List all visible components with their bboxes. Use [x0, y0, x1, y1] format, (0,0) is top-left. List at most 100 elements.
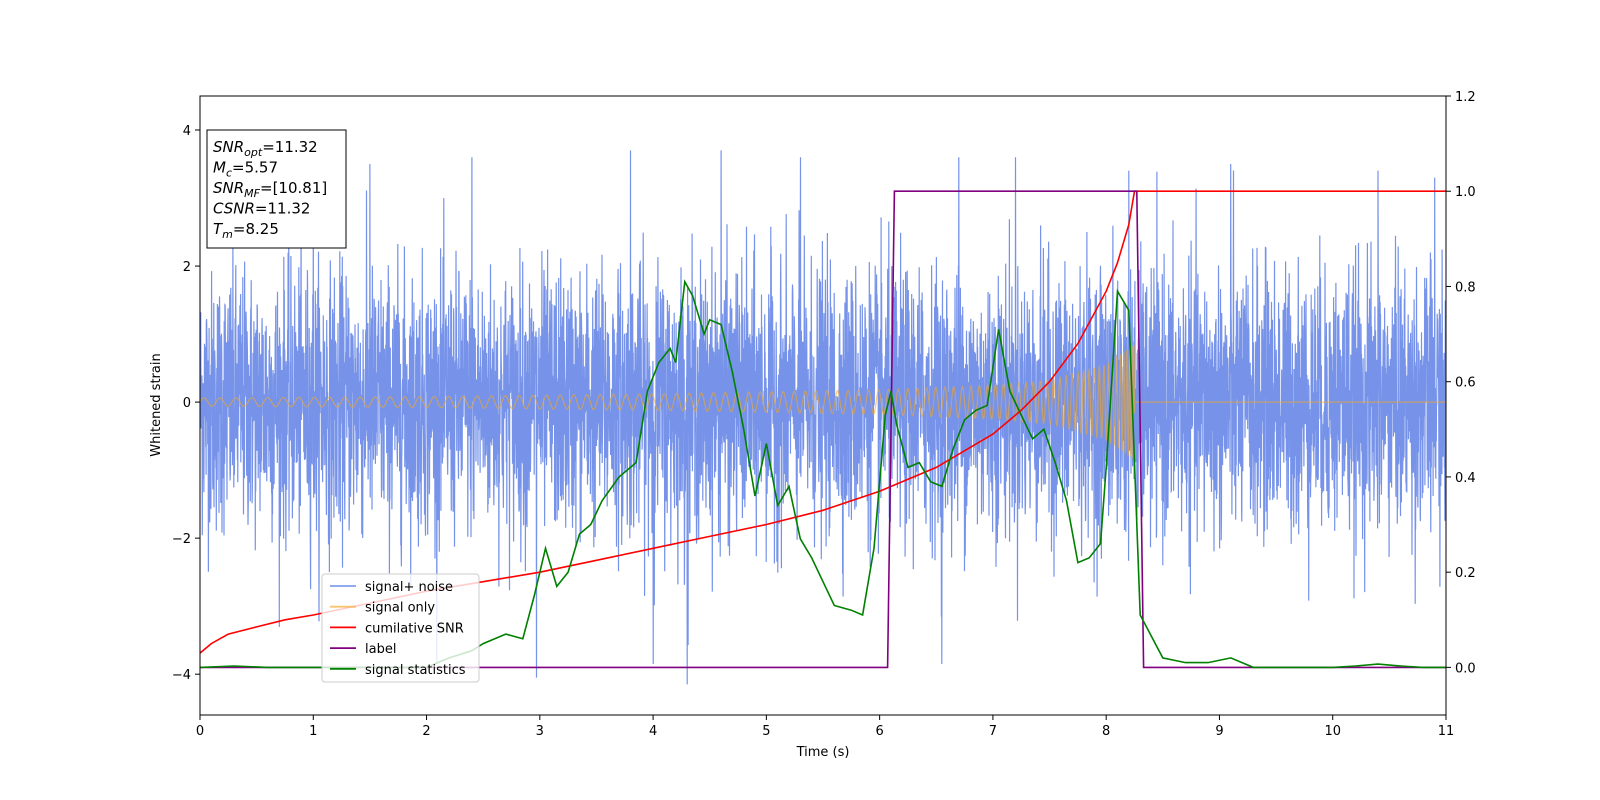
series-signal-statistics-point: [522, 638, 524, 640]
series-signal-statistics-line: [200, 279, 1446, 669]
series-cumilative-snr-point: [482, 581, 484, 583]
series-cumilative-snr-point: [1020, 410, 1022, 412]
series-cumilative-snr-point: [652, 548, 654, 550]
y-tick-label: −2: [172, 532, 191, 547]
axes-layer: 0 1 2 3 4 5 6 7 8 9 10 11 −4 −2 0 2 4 0.0 0.2 0.4 0.6 0.8 1.0 1…: [172, 90, 1476, 739]
series-signal-statistics-point: [1207, 662, 1209, 664]
series-signal-statistics-point: [1355, 665, 1357, 667]
x-tick-label: 9: [1215, 724, 1223, 739]
series-signal-statistics-point: [890, 390, 892, 392]
series-signal-statistics-point: [930, 481, 932, 483]
x-tick-label: 8: [1102, 724, 1110, 739]
series-signal-statistics-point: [788, 486, 790, 488]
series-cumilative-snr-point: [936, 467, 938, 469]
series-cumilative-snr-point: [211, 643, 213, 645]
series-cumilative-snr-point: [1117, 262, 1119, 264]
series-signal-statistics-point: [1043, 429, 1045, 431]
series-cumilative-snr-point: [284, 619, 286, 621]
series-signal-statistics-point: [873, 548, 875, 550]
series-signal-statistics-point: [692, 295, 694, 297]
series-signal-statistics-point: [675, 362, 677, 364]
x-tick-label: 11: [1438, 724, 1455, 739]
series-signal-statistics-point: [1088, 557, 1090, 559]
series-label: [200, 190, 1446, 669]
series-cumilative-snr-point: [256, 626, 258, 628]
x-tick-label: 4: [649, 724, 657, 739]
series-signal-statistics-point: [601, 500, 603, 502]
info-box: SNRopt=11.32Mc=5.57SNRMF=[10.81]CSNR=11.…: [206, 129, 347, 249]
y2-tick-label: 0.2: [1455, 566, 1476, 581]
series-signal-statistics-point: [1162, 657, 1164, 659]
plot-frame: [199, 95, 1447, 716]
series-signal-statistics-point: [1066, 500, 1068, 502]
series-signal-statistics-point: [986, 405, 988, 407]
info-line: CSNR=11.32: [213, 200, 310, 218]
x-tick-label: 10: [1324, 724, 1341, 739]
series-signal-statistics-point: [233, 665, 235, 667]
series-signal-statistics-point: [618, 476, 620, 478]
series-signal-statistics-point: [590, 524, 592, 526]
series-signal-statistics-point: [919, 462, 921, 464]
info-line: SNRMF=[10.81]: [213, 179, 327, 200]
y-tick-label: 2: [183, 260, 191, 275]
series-signal-statistics-point: [896, 424, 898, 426]
series-signal-statistics-point: [907, 467, 909, 469]
series-signal-statistics-point: [777, 505, 779, 507]
series-label-point: [1136, 190, 1138, 192]
series-signal-statistics-point: [941, 486, 943, 488]
series-signal-statistics-point: [732, 371, 734, 373]
series-signal-statistics-point: [1332, 667, 1334, 669]
series-signal-statistics-point: [703, 333, 705, 335]
x-tick-label: 5: [762, 724, 770, 739]
y-axis-label: Whitened strain: [149, 353, 164, 456]
series-signal-statistics-point: [545, 548, 547, 550]
series-signal-statistics-point: [800, 538, 802, 540]
series-cumilative-snr-point: [1077, 343, 1079, 345]
series-cumilative-snr: [200, 190, 1446, 654]
series-cumilative-snr-point: [313, 614, 315, 616]
series-signal-statistics-point: [1400, 665, 1402, 667]
series-layer: [200, 150, 1446, 685]
series-signal-statistics-point: [533, 595, 535, 597]
info-line: Tm=8.25: [213, 220, 279, 241]
series-signal-statistics-point: [1105, 467, 1107, 469]
x-tick-label: 3: [536, 724, 544, 739]
series-signal-statistics-point: [1185, 662, 1187, 664]
series-cumilative-snr-point: [228, 633, 230, 635]
series-signal-statistics-point: [647, 390, 649, 392]
x-tick-label: 6: [875, 724, 883, 739]
series-signal-noise: [200, 150, 1446, 685]
series-signal-only: [200, 344, 1446, 459]
series-cumilative-snr-point: [992, 433, 994, 435]
series-cumilative-snr-point: [1105, 290, 1107, 292]
series-signal-statistics-point: [709, 319, 711, 321]
series-signal-statistics: [200, 279, 1446, 669]
legend-label: label: [365, 642, 396, 657]
series-cumilative-snr-line: [200, 190, 1446, 654]
series-signal-statistics-point: [1009, 390, 1011, 392]
y2-tick-label: 0.0: [1455, 661, 1476, 676]
y2-tick-label: 0.6: [1455, 376, 1476, 391]
y-tick-label: −4: [172, 668, 191, 683]
series-cumilative-snr-point: [766, 524, 768, 526]
series-signal-statistics-point: [1230, 657, 1232, 659]
x-axis-label: Time (s): [796, 745, 850, 760]
series-signal-statistics-point: [1100, 543, 1102, 545]
series-signal-statistics-point: [720, 324, 722, 326]
series-signal-statistics-point: [505, 633, 507, 635]
y2-tick-label: 0.4: [1455, 471, 1476, 486]
series-signal-statistics-point: [1117, 290, 1119, 292]
series-cumilative-snr-point: [1128, 224, 1130, 226]
series-label-line: [200, 190, 1446, 669]
x-tick-label: 0: [196, 724, 204, 739]
series-cumilative-snr-point: [1332, 190, 1334, 192]
series-signal-statistics-point: [1423, 667, 1425, 669]
series-signal-statistics-point: [556, 586, 558, 588]
info-line: Mc=5.57: [213, 159, 278, 180]
info-line: SNRopt=11.32: [213, 138, 318, 159]
legend: signal+ noise signal only cumilative SNR la…: [321, 573, 480, 683]
series-signal-statistics-point: [953, 448, 955, 450]
legend-label: signal statistics: [365, 663, 466, 678]
series-signal-statistics-point: [1077, 562, 1079, 564]
